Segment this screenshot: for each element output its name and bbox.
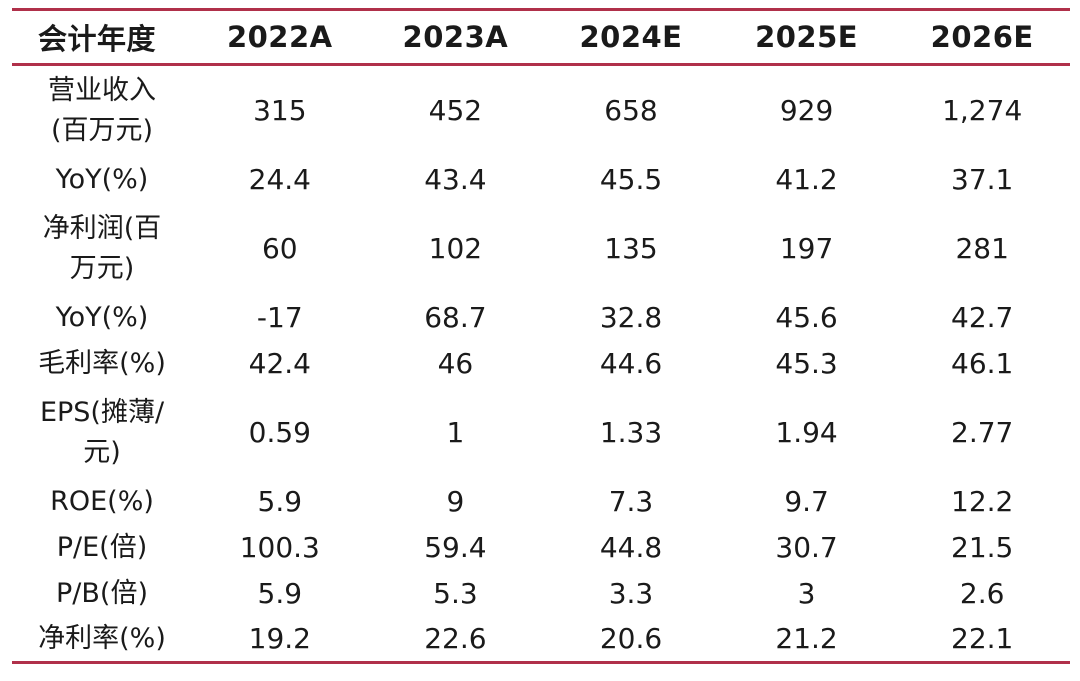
table-row: 营业收入 (百万元) 315 452 658 929 1,274	[12, 65, 1070, 157]
table-row: P/B(倍) 5.9 5.3 3.3 3 2.6	[12, 571, 1070, 617]
row-label: 营业收入 (百万元)	[48, 75, 156, 147]
header-cell-2025e: 2025E	[755, 20, 859, 54]
value-cell: 32.8	[599, 300, 663, 334]
table-body: 营业收入 (百万元) 315 452 658 929 1,274 YoY(%) 24.4 43.4…	[12, 65, 1070, 663]
value-cell: 658	[604, 94, 658, 128]
value-cell: 21.2	[775, 621, 838, 655]
value-cell: 46.1	[951, 346, 1014, 380]
financial-forecast-table: 会计年度 2022A 2023A 2024E 2025E 2026E 营业收入(…	[12, 8, 1070, 664]
row-label-cell: 营业收入 (百万元)	[12, 65, 192, 157]
header-cell-2022a: 2022A	[226, 20, 333, 54]
row-label: ROE(%)	[50, 485, 154, 517]
header-row: 会计年度 2022A 2023A 2024E 2025E 2026E	[12, 9, 1070, 65]
header-cell-2023a: 2023A	[402, 20, 509, 54]
row-label-cell: 净利润(百 万元)	[12, 203, 192, 295]
value-cell: 22.6	[424, 621, 487, 655]
value-cell: 42.4	[248, 346, 311, 380]
row-label-cell: YoY(%)	[12, 295, 192, 341]
row-label: P/B(倍)	[56, 577, 148, 609]
value-cell: -17	[256, 300, 303, 334]
value-cell: 5.3	[433, 576, 478, 610]
value-cell: 45.6	[775, 300, 838, 334]
row-label: 净利润(百 万元)	[42, 212, 162, 284]
value-cell: 2.6	[959, 576, 1005, 610]
table-header: 会计年度 2022A 2023A 2024E 2025E 2026E	[12, 9, 1070, 65]
value-cell: 60	[261, 231, 298, 265]
value-cell: 59.4	[424, 530, 487, 564]
value-cell: 68.7	[424, 300, 487, 334]
value-cell: 3.3	[608, 576, 654, 610]
value-cell: 41.2	[775, 162, 838, 196]
row-label: P/E(倍)	[56, 531, 148, 563]
row-label-cell: 净利率(%)	[12, 617, 192, 663]
financial-forecast-table-container: 会计年度 2022A 2023A 2024E 2025E 2026E 营业收入(…	[12, 8, 1070, 664]
value-cell: 9	[446, 484, 465, 518]
value-cell: 19.2	[248, 621, 311, 655]
value-cell: 45.5	[599, 162, 663, 196]
value-cell: 1.94	[775, 415, 838, 449]
value-cell: 12.2	[951, 484, 1014, 518]
value-cell: 7.3	[608, 484, 654, 518]
header-cell-fiscal-year: 会计年度	[38, 22, 157, 56]
value-cell: 24.4	[248, 162, 311, 196]
row-label-cell: ROE(%)	[12, 479, 192, 525]
value-cell: 5.9	[257, 484, 303, 518]
value-cell: 44.6	[599, 346, 663, 380]
value-cell: 452	[428, 94, 483, 128]
value-cell: 1	[446, 415, 465, 449]
table-row: ROE(%) 5.9 9 7.3 9.7 12.2	[12, 479, 1070, 525]
value-cell: 20.6	[599, 621, 663, 655]
value-cell: 22.1	[951, 621, 1014, 655]
row-label: YoY(%)	[55, 163, 149, 195]
table-row: 净利率(%) 19.2 22.6 20.6 21.2 22.1	[12, 617, 1070, 663]
value-cell: 37.1	[951, 162, 1014, 196]
value-cell: 5.9	[257, 576, 303, 610]
value-cell: 9.7	[784, 484, 829, 518]
value-cell: 0.59	[248, 415, 311, 449]
value-cell: 43.4	[424, 162, 487, 196]
header-cell-2024e: 2024E	[579, 20, 683, 54]
row-label-cell: YoY(%)	[12, 157, 192, 203]
value-cell: 2.77	[951, 415, 1014, 449]
value-cell: 3	[797, 576, 816, 610]
value-cell: 1.33	[599, 415, 663, 449]
table-row: 净利润(百 万元) 60 102 135 197 281	[12, 203, 1070, 295]
value-cell: 46	[437, 346, 474, 380]
value-cell: 44.8	[599, 530, 663, 564]
table-row: YoY(%) -17 68.7 32.8 45.6 42.7	[12, 295, 1070, 341]
table-row: P/E(倍) 100.3 59.4 44.8 30.7 21.5	[12, 525, 1070, 571]
value-cell: 135	[604, 231, 658, 265]
table-row: EPS(摊薄/元) 0.59 1 1.33 1.94 2.77	[12, 387, 1070, 479]
value-cell: 102	[428, 231, 483, 265]
value-cell: 42.7	[951, 300, 1014, 334]
value-cell: 281	[955, 231, 1009, 265]
row-label-cell: EPS(摊薄/元)	[12, 387, 192, 479]
value-cell: 197	[779, 231, 834, 265]
value-cell: 315	[253, 94, 307, 128]
value-cell: 30.7	[775, 530, 838, 564]
row-label-cell: P/E(倍)	[12, 525, 192, 571]
table-row: YoY(%) 24.4 43.4 45.5 41.2 37.1	[12, 157, 1070, 203]
row-label: 毛利率(%)	[38, 347, 166, 379]
value-cell: 45.3	[775, 346, 838, 380]
row-label: 净利率(%)	[38, 622, 166, 654]
value-cell: 100.3	[239, 530, 320, 564]
row-label-cell: 毛利率(%)	[12, 341, 192, 387]
row-label: EPS(摊薄/元)	[39, 396, 165, 468]
row-label: YoY(%)	[55, 301, 149, 333]
value-cell: 929	[779, 94, 834, 128]
value-cell: 1,274	[942, 94, 1023, 128]
header-cell-2026e: 2026E	[930, 20, 1034, 54]
row-label-cell: P/B(倍)	[12, 571, 192, 617]
value-cell: 21.5	[951, 530, 1014, 564]
table-row: 毛利率(%) 42.4 46 44.6 45.3 46.1	[12, 341, 1070, 387]
